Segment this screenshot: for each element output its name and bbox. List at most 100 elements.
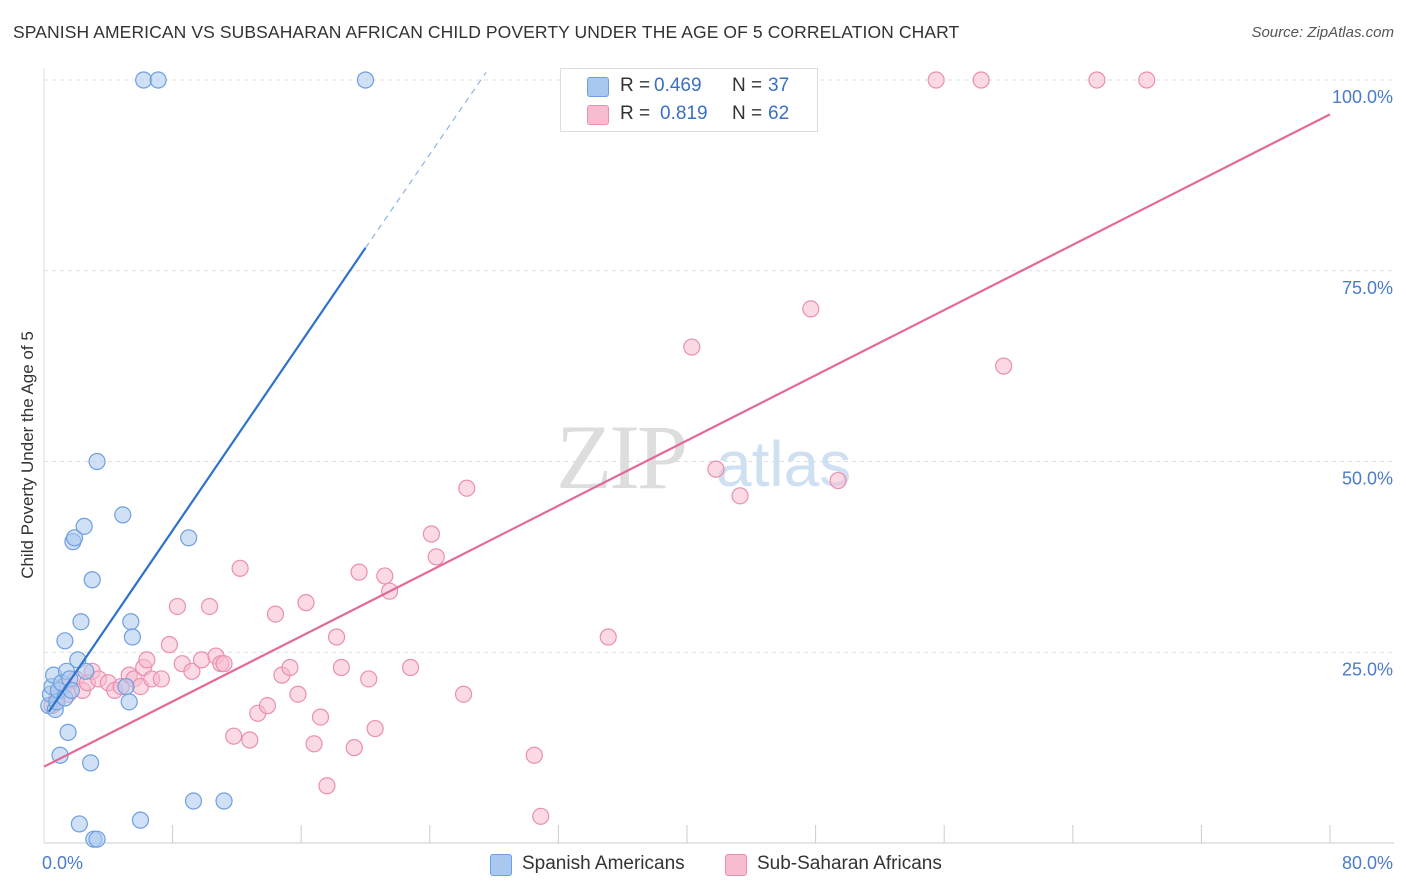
- point-sub-saharan: [376, 567, 394, 585]
- x-tick-label: 0.0%: [42, 853, 83, 873]
- trend-line-spanish-american: [47, 247, 367, 713]
- point-spanish-american: [75, 517, 93, 535]
- point-spanish-american: [149, 71, 167, 89]
- point-sub-saharan: [427, 548, 445, 566]
- legend-r-value: 0.469: [654, 75, 702, 96]
- bottom-legend: Spanish Americans Sub-Saharan Africans: [0, 850, 1406, 880]
- point-sub-saharan: [192, 651, 211, 669]
- point-spanish-american: [120, 693, 138, 711]
- bottom-legend-swatch-pink: [725, 854, 747, 876]
- point-spanish-american: [65, 529, 84, 547]
- point-sub-saharan: [731, 487, 749, 505]
- point-sub-saharan: [311, 708, 330, 726]
- legend-box: R = 0.469 N = 37 R = 0.819 N = 62: [560, 68, 818, 132]
- point-sub-saharan: [360, 670, 378, 688]
- legend-r-value: 0.819: [660, 103, 708, 124]
- point-spanish-american: [72, 613, 90, 631]
- point-sub-saharan: [995, 357, 1013, 375]
- point-sub-saharan: [231, 559, 249, 577]
- chart-title: SPANISH AMERICAN VS SUBSAHARAN AFRICAN C…: [13, 22, 960, 42]
- point-sub-saharan: [345, 739, 363, 757]
- point-spanish-american: [56, 632, 74, 650]
- point-sub-saharan: [401, 658, 420, 677]
- legend-n-label: N =: [732, 103, 763, 124]
- point-sub-saharan: [289, 685, 307, 703]
- point-spanish-american: [122, 613, 140, 631]
- point-sub-saharan: [599, 628, 617, 646]
- legend-swatch-pink: [587, 105, 609, 125]
- watermark-zip: ZIP: [556, 406, 685, 508]
- x-tick-label: 80.0%: [1342, 853, 1393, 873]
- point-sub-saharan: [215, 655, 233, 673]
- tick-labels: 25.0% 50.0% 75.0% 100.0% 0.0% 80.0%: [42, 87, 1393, 873]
- legend-swatch-blue: [587, 77, 609, 97]
- point-sub-saharan: [366, 719, 384, 738]
- point-spanish-american: [77, 662, 95, 680]
- point-sub-saharan: [422, 525, 441, 543]
- point-sub-saharan: [927, 71, 945, 89]
- point-sub-saharan: [297, 594, 315, 612]
- point-sub-saharan: [266, 605, 285, 623]
- trend-line-spanish-american-extension: [365, 72, 487, 249]
- legend-n-label: N =: [732, 75, 763, 96]
- point-spanish-american: [184, 792, 203, 810]
- point-spanish-american: [70, 815, 88, 833]
- point-sub-saharan: [327, 628, 346, 646]
- point-sub-saharan: [829, 471, 847, 490]
- trend-line-sub-saharan: [43, 113, 1331, 768]
- point-sub-saharan: [152, 670, 170, 688]
- y-tick-label: 50.0%: [1342, 469, 1393, 489]
- point-sub-saharan: [281, 658, 299, 677]
- y-tick-label: 25.0%: [1342, 659, 1393, 679]
- point-spanish-american: [135, 71, 153, 89]
- point-sub-saharan: [458, 479, 476, 497]
- point-sub-saharan: [318, 777, 336, 795]
- point-spanish-american: [131, 811, 150, 829]
- watermark: ZIP atlas: [556, 406, 851, 508]
- trend-lines: [43, 72, 1331, 768]
- point-sub-saharan: [225, 727, 243, 745]
- point-spanish-american: [180, 529, 198, 547]
- spanish-american-points: [40, 71, 375, 848]
- point-spanish-american: [123, 628, 142, 646]
- chart-source: Source: ZipAtlas.com: [1251, 24, 1394, 41]
- bottom-legend-label: Sub-Saharan Africans: [757, 853, 942, 874]
- point-sub-saharan: [200, 597, 219, 616]
- point-spanish-american: [88, 452, 106, 471]
- bottom-legend-swatch-blue: [490, 854, 512, 876]
- point-spanish-american: [88, 830, 106, 848]
- legend-n-value: 37: [768, 75, 790, 96]
- bottom-legend-label: Spanish Americans: [522, 853, 685, 874]
- point-sub-saharan: [241, 731, 259, 749]
- point-sub-saharan: [168, 597, 187, 616]
- y-tick-label: 100.0%: [1332, 87, 1393, 107]
- point-sub-saharan: [532, 807, 550, 825]
- point-spanish-american: [82, 754, 100, 772]
- point-spanish-american: [62, 681, 80, 700]
- point-sub-saharan: [683, 338, 701, 356]
- legend-n-value: 62: [768, 103, 790, 124]
- point-sub-saharan: [454, 685, 473, 703]
- point-sub-saharan: [183, 662, 201, 680]
- point-sub-saharan: [1088, 71, 1106, 89]
- point-spanish-american: [83, 571, 101, 589]
- point-sub-saharan: [160, 636, 178, 654]
- point-sub-saharan: [802, 300, 820, 318]
- point-sub-saharan: [707, 460, 725, 478]
- point-sub-saharan: [138, 651, 156, 669]
- point-spanish-american: [117, 677, 135, 696]
- point-sub-saharan: [258, 697, 277, 715]
- point-spanish-american: [356, 71, 375, 89]
- point-sub-saharan: [1138, 71, 1156, 89]
- point-sub-saharan: [350, 563, 368, 581]
- point-sub-saharan: [525, 746, 543, 764]
- point-sub-saharan: [305, 735, 323, 753]
- legend-r-label: R =: [620, 75, 651, 96]
- point-spanish-american: [215, 792, 233, 810]
- point-sub-saharan: [972, 71, 990, 89]
- point-spanish-american: [59, 723, 77, 741]
- point-spanish-american: [114, 506, 132, 524]
- y-tick-label: 75.0%: [1342, 278, 1393, 298]
- legend-r-label: R =: [620, 103, 651, 124]
